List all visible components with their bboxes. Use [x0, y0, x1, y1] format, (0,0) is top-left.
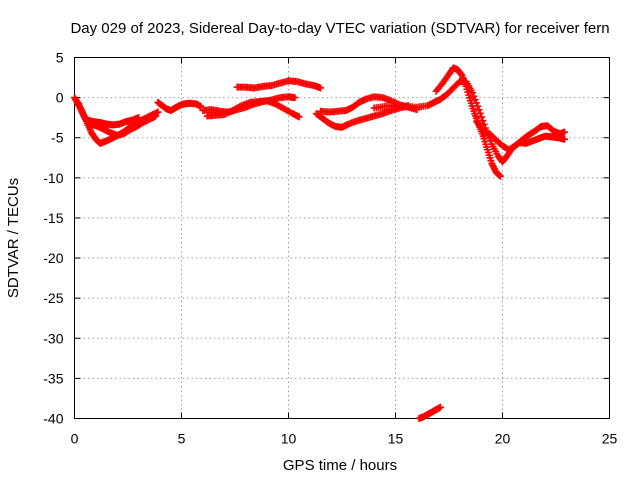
data-point — [197, 102, 205, 110]
series-trace-3 — [83, 114, 143, 129]
data-point — [471, 96, 479, 104]
series-trace-2 — [73, 98, 160, 139]
y-tick-label: -25 — [43, 290, 63, 306]
data-point — [561, 128, 569, 136]
data-point — [478, 113, 486, 121]
data-point — [561, 135, 569, 143]
data-point — [496, 171, 504, 179]
x-tick-label: 5 — [178, 431, 186, 447]
y-tick-label: -40 — [43, 411, 63, 427]
series-trace-12 — [473, 118, 569, 154]
y-tick-label: -35 — [43, 370, 63, 386]
series-trace-6 — [203, 97, 303, 121]
data-point — [154, 108, 162, 116]
series-trace-11 — [432, 64, 504, 180]
data-point — [135, 114, 143, 122]
plot-frame — [74, 57, 610, 419]
x-tick-label: 20 — [495, 431, 511, 447]
x-tick-label: 0 — [71, 431, 79, 447]
chart-title: Day 029 of 2023, Sidereal Day-to-day VTE… — [70, 20, 609, 37]
y-tick-label: -30 — [43, 330, 63, 346]
data-point — [475, 106, 483, 114]
data-point — [436, 403, 444, 411]
data-point — [470, 92, 478, 100]
data-point — [291, 94, 299, 102]
series-trace-13 — [415, 403, 444, 422]
x-tick-label: 15 — [388, 431, 404, 447]
data-point — [496, 172, 504, 180]
data-point — [295, 113, 303, 121]
data-point — [152, 112, 160, 120]
axis-ticks — [74, 57, 610, 419]
grid-lines — [74, 57, 610, 419]
y-tick-label: -10 — [43, 170, 63, 186]
x-tick-labels: 0 5 10 15 20 25 — [71, 431, 618, 447]
y-tick-labels: 5 0 -5 -10 -15 -20 -25 -30 -35 -40 — [43, 50, 63, 427]
data-points — [71, 64, 569, 422]
y-axis-label: SDTVAR / TECUs — [5, 178, 22, 298]
series-trace-10 — [370, 78, 569, 166]
series-trace-7 — [233, 77, 325, 92]
y-tick-label: 0 — [56, 90, 64, 106]
data-point — [317, 84, 325, 92]
y-tick-label: -20 — [43, 250, 63, 266]
series-trace-9 — [317, 93, 421, 116]
x-tick-label: 25 — [602, 431, 618, 447]
y-tick-label: -15 — [43, 210, 63, 226]
x-axis-label: GPS time / hours — [283, 457, 397, 474]
y-tick-label: -5 — [51, 130, 64, 146]
y-tick-label: 5 — [56, 50, 64, 66]
x-tick-label: 10 — [281, 431, 297, 447]
series-trace-4 — [154, 98, 205, 114]
